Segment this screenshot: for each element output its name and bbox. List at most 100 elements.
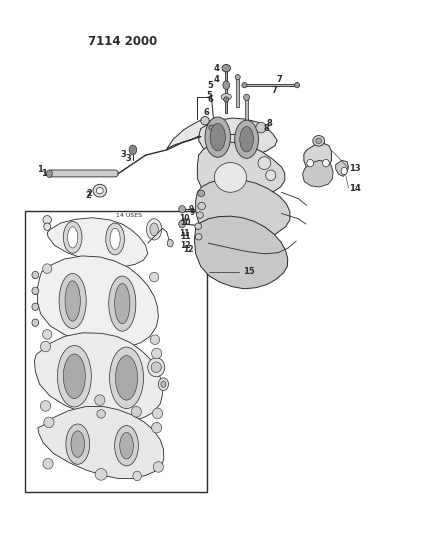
Ellipse shape	[71, 431, 84, 457]
Ellipse shape	[294, 83, 299, 88]
Ellipse shape	[340, 167, 346, 175]
Ellipse shape	[178, 220, 185, 228]
Ellipse shape	[131, 407, 141, 417]
Ellipse shape	[44, 223, 50, 230]
Ellipse shape	[66, 424, 89, 464]
Ellipse shape	[93, 184, 106, 197]
Ellipse shape	[44, 417, 54, 427]
Ellipse shape	[109, 347, 143, 409]
Ellipse shape	[115, 284, 130, 324]
Ellipse shape	[257, 157, 270, 169]
Bar	[25, 211, 207, 492]
Text: 4: 4	[213, 64, 219, 73]
Text: 5: 5	[207, 80, 213, 90]
Ellipse shape	[242, 83, 246, 88]
Ellipse shape	[208, 125, 213, 130]
Text: 1: 1	[41, 168, 47, 177]
Ellipse shape	[95, 469, 107, 480]
Polygon shape	[167, 119, 213, 149]
Ellipse shape	[178, 206, 185, 213]
Ellipse shape	[196, 212, 203, 218]
Ellipse shape	[96, 188, 103, 194]
Text: 11: 11	[180, 232, 190, 241]
Ellipse shape	[115, 356, 137, 400]
Ellipse shape	[167, 239, 173, 247]
Ellipse shape	[106, 223, 124, 255]
Ellipse shape	[322, 159, 328, 167]
Ellipse shape	[234, 120, 258, 158]
Ellipse shape	[63, 221, 82, 253]
Text: 7: 7	[271, 86, 277, 95]
Text: 14: 14	[348, 183, 360, 192]
Text: 10: 10	[179, 218, 190, 227]
Polygon shape	[302, 160, 332, 187]
Ellipse shape	[43, 458, 53, 469]
Ellipse shape	[151, 348, 161, 359]
Ellipse shape	[67, 227, 78, 248]
Ellipse shape	[43, 264, 52, 273]
Ellipse shape	[265, 170, 275, 181]
Text: 3: 3	[125, 155, 130, 164]
Ellipse shape	[158, 378, 168, 391]
Ellipse shape	[146, 219, 161, 240]
Ellipse shape	[315, 138, 321, 143]
Polygon shape	[225, 70, 227, 113]
Text: 7114 2000: 7114 2000	[88, 35, 157, 47]
Ellipse shape	[223, 97, 228, 102]
Ellipse shape	[197, 203, 205, 210]
Ellipse shape	[243, 94, 249, 101]
Ellipse shape	[151, 422, 161, 433]
Polygon shape	[195, 179, 289, 244]
Text: 6: 6	[207, 95, 213, 104]
Ellipse shape	[210, 123, 225, 151]
Ellipse shape	[95, 395, 105, 406]
Ellipse shape	[129, 145, 136, 155]
Polygon shape	[243, 84, 298, 86]
Text: 7: 7	[276, 75, 282, 84]
Ellipse shape	[43, 216, 51, 224]
Ellipse shape	[152, 408, 162, 419]
Polygon shape	[303, 143, 331, 171]
Text: 13: 13	[348, 164, 360, 173]
Ellipse shape	[132, 471, 141, 481]
Ellipse shape	[221, 94, 231, 100]
Ellipse shape	[197, 190, 204, 197]
Ellipse shape	[97, 410, 105, 418]
Ellipse shape	[222, 64, 230, 72]
Ellipse shape	[150, 223, 158, 236]
Ellipse shape	[200, 116, 209, 125]
Text: 5: 5	[206, 91, 212, 100]
Text: 10: 10	[178, 214, 189, 223]
Ellipse shape	[46, 170, 52, 177]
Ellipse shape	[239, 126, 253, 152]
Ellipse shape	[195, 233, 201, 240]
Polygon shape	[48, 170, 118, 177]
Text: 6: 6	[203, 108, 209, 117]
Text: 4: 4	[213, 75, 219, 84]
Ellipse shape	[204, 117, 230, 157]
Ellipse shape	[40, 401, 50, 411]
Ellipse shape	[150, 335, 159, 344]
Ellipse shape	[147, 358, 164, 377]
Ellipse shape	[151, 362, 161, 373]
Text: 2: 2	[86, 189, 92, 198]
Polygon shape	[37, 256, 158, 348]
Ellipse shape	[57, 345, 91, 407]
Text: 8: 8	[263, 124, 269, 133]
Ellipse shape	[32, 271, 39, 279]
Polygon shape	[236, 78, 239, 108]
Ellipse shape	[194, 223, 201, 229]
Polygon shape	[335, 160, 348, 176]
Text: 3: 3	[121, 150, 126, 159]
Ellipse shape	[214, 163, 246, 192]
Ellipse shape	[110, 228, 120, 249]
Text: 8: 8	[266, 119, 272, 128]
Text: 15: 15	[243, 268, 254, 276]
Ellipse shape	[306, 159, 313, 167]
Ellipse shape	[63, 354, 85, 399]
Text: 12: 12	[179, 241, 190, 250]
Text: 9: 9	[188, 205, 193, 214]
Polygon shape	[47, 217, 147, 266]
Ellipse shape	[115, 425, 138, 466]
Ellipse shape	[312, 135, 324, 146]
